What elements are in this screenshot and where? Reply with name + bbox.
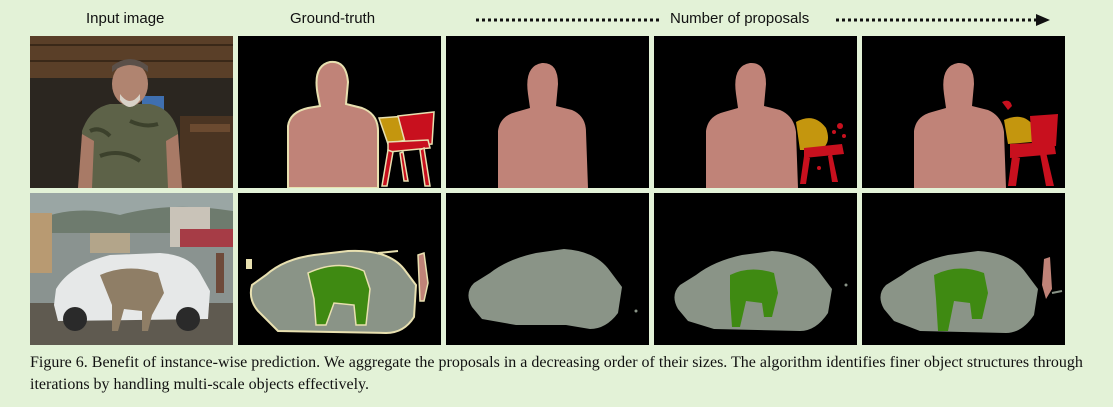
ground-truth-street bbox=[238, 193, 441, 345]
figure-header: Input image Ground-truth Number of propo… bbox=[0, 6, 1113, 34]
dotted-arrow-left bbox=[476, 18, 662, 22]
proposal-2-street bbox=[654, 193, 857, 345]
ground-truth-man bbox=[238, 36, 441, 188]
proposal-3-street bbox=[862, 193, 1065, 345]
input-image-street bbox=[30, 193, 233, 345]
proposal-2-man bbox=[654, 36, 857, 188]
header-ground-truth: Ground-truth bbox=[290, 10, 376, 27]
proposal-1-man bbox=[446, 36, 649, 188]
input-image-man bbox=[30, 36, 233, 188]
proposal-3-man bbox=[862, 36, 1065, 188]
proposal-1-street bbox=[446, 193, 649, 345]
dotted-arrow-right bbox=[836, 14, 1050, 26]
header-input-image: Input image bbox=[86, 10, 165, 27]
header-proposals: Number of proposals bbox=[670, 10, 810, 27]
figure-caption: Figure 6. Benefit of instance-wise predi… bbox=[30, 354, 1083, 393]
